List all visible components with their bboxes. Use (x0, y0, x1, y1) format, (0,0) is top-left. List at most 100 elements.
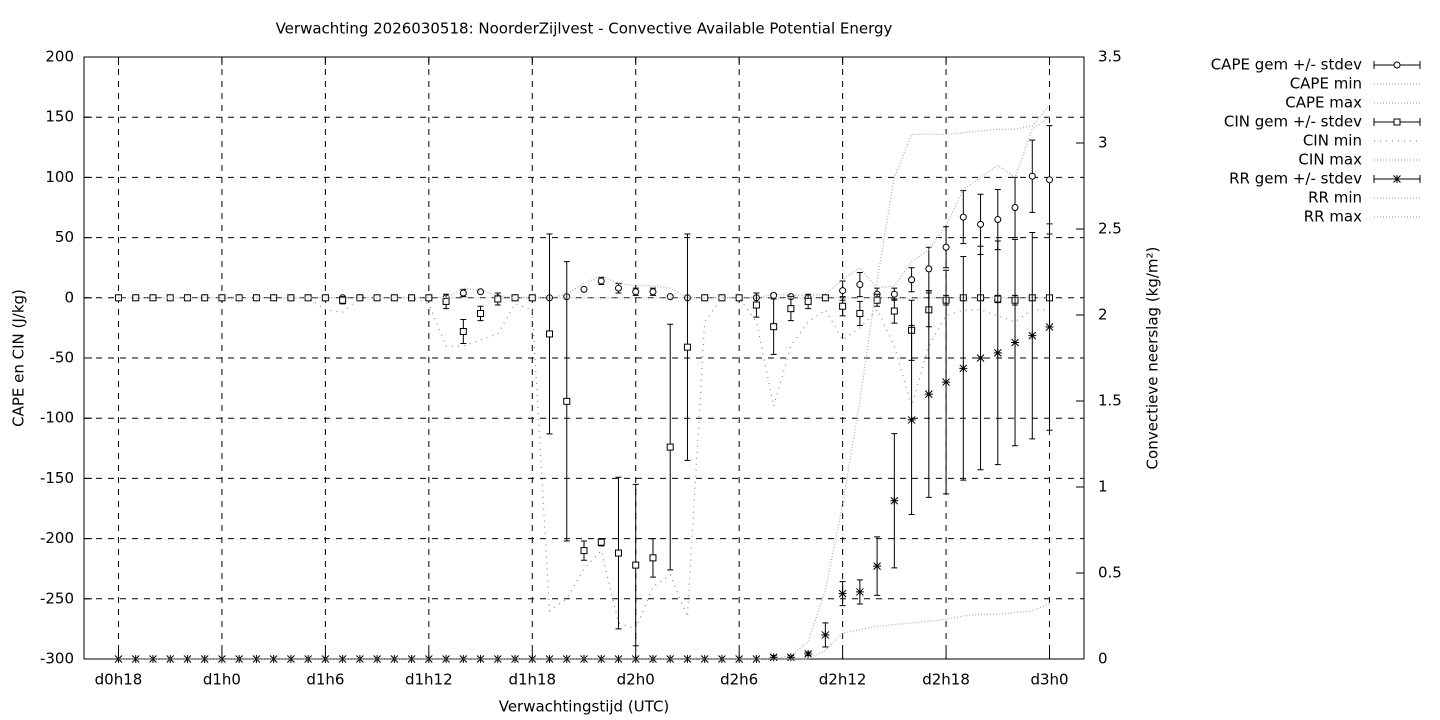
data-point (545, 655, 554, 663)
x-tick-label: d1h6 (306, 671, 344, 689)
data-point (148, 655, 157, 663)
data-point (683, 343, 691, 351)
data-point (407, 655, 416, 663)
data-point (993, 348, 1002, 357)
data-point (873, 562, 882, 571)
legend-label: CIN gem +/- stdev (1224, 113, 1362, 131)
data-point (494, 295, 502, 303)
data-point (666, 655, 675, 663)
data-point (218, 294, 226, 302)
range-line (118, 116, 1050, 299)
data-point (856, 309, 864, 317)
x-tick-label: d0h18 (95, 671, 143, 689)
x-tick-label: d2h18 (922, 671, 970, 689)
y2-tick-label: 1 (1098, 478, 1108, 496)
chart-title: Verwachting 2026030518: NoorderZijlvest … (276, 20, 893, 38)
legend-label: CAPE min (1290, 75, 1362, 93)
data-point (459, 328, 467, 336)
data-point (1011, 338, 1020, 347)
y2-tick-label: 2.5 (1098, 220, 1122, 238)
data-point (769, 653, 778, 662)
data-point (994, 216, 1002, 224)
y-tick-label: -250 (40, 589, 74, 607)
data-point (925, 265, 933, 273)
data-point (908, 276, 916, 284)
y-tick-label: 150 (45, 108, 74, 126)
data-point (597, 538, 605, 546)
data-point (390, 655, 399, 663)
data-point (701, 294, 709, 302)
data-point (132, 294, 140, 302)
data-point (924, 390, 933, 399)
y-axis-label: CAPE en CIN (J/kg) (10, 289, 28, 427)
data-point (959, 213, 967, 221)
data-point (821, 294, 829, 302)
data-point (977, 220, 985, 228)
data-point (873, 296, 881, 304)
data-point (287, 294, 295, 302)
y2-tick-label: 1.5 (1098, 392, 1122, 410)
data-point (528, 294, 536, 302)
legend-label: RR min (1308, 189, 1362, 207)
data-point (183, 655, 192, 663)
y-tick-label: 0 (64, 288, 74, 306)
legend-label: CAPE max (1285, 94, 1362, 112)
data-point (649, 554, 657, 562)
data-point (700, 655, 709, 663)
data-point (252, 294, 260, 302)
data-point (459, 289, 467, 297)
data-point (907, 415, 916, 424)
data-point (976, 354, 985, 362)
data-point (890, 307, 898, 315)
range-line (118, 104, 1050, 660)
data-point (838, 589, 847, 598)
data-point (356, 294, 364, 302)
x-axis-label: Verwachtingstijd (UTC) (499, 698, 670, 716)
data-point (666, 293, 674, 301)
data-point (459, 655, 468, 663)
x-tick-label: d2h6 (720, 671, 758, 689)
data-point (855, 587, 864, 596)
y2-tick-label: 2 (1098, 306, 1108, 324)
data-point (252, 655, 261, 663)
data-point (149, 294, 157, 302)
data-point (563, 397, 571, 405)
data-point (425, 294, 433, 302)
data-point (1045, 323, 1054, 332)
data-point (183, 294, 191, 302)
data-point (752, 655, 761, 663)
legend-glyph (1393, 61, 1401, 69)
data-point (562, 655, 571, 663)
y2-tick-label: 3.5 (1098, 48, 1122, 66)
y2-tick-label: 0 (1098, 650, 1108, 668)
data-point (408, 294, 416, 302)
data-point (942, 243, 950, 251)
data-point (270, 294, 278, 302)
data-point (839, 302, 847, 310)
data-point (546, 330, 554, 338)
legend-label: RR max (1304, 208, 1362, 226)
data-point (1028, 172, 1036, 180)
data-point (217, 655, 226, 663)
data-point (286, 655, 295, 663)
y-tick-label: -200 (40, 529, 74, 547)
data-point (614, 655, 623, 663)
data-point (770, 323, 778, 331)
data-point (632, 288, 640, 296)
data-point (477, 288, 485, 296)
data-point (804, 649, 813, 658)
y-tick-label: 100 (45, 168, 74, 186)
x-tick-label: d1h18 (508, 671, 556, 689)
x-tick-label: d3h0 (1030, 671, 1068, 689)
legend-glyph (1393, 118, 1401, 126)
data-point (580, 547, 588, 555)
range-line (118, 297, 1050, 630)
data-point (321, 655, 330, 663)
data-point (1011, 204, 1019, 211)
data-point (890, 496, 899, 505)
data-point (856, 281, 864, 289)
data-point (442, 297, 450, 305)
data-point (338, 655, 347, 663)
